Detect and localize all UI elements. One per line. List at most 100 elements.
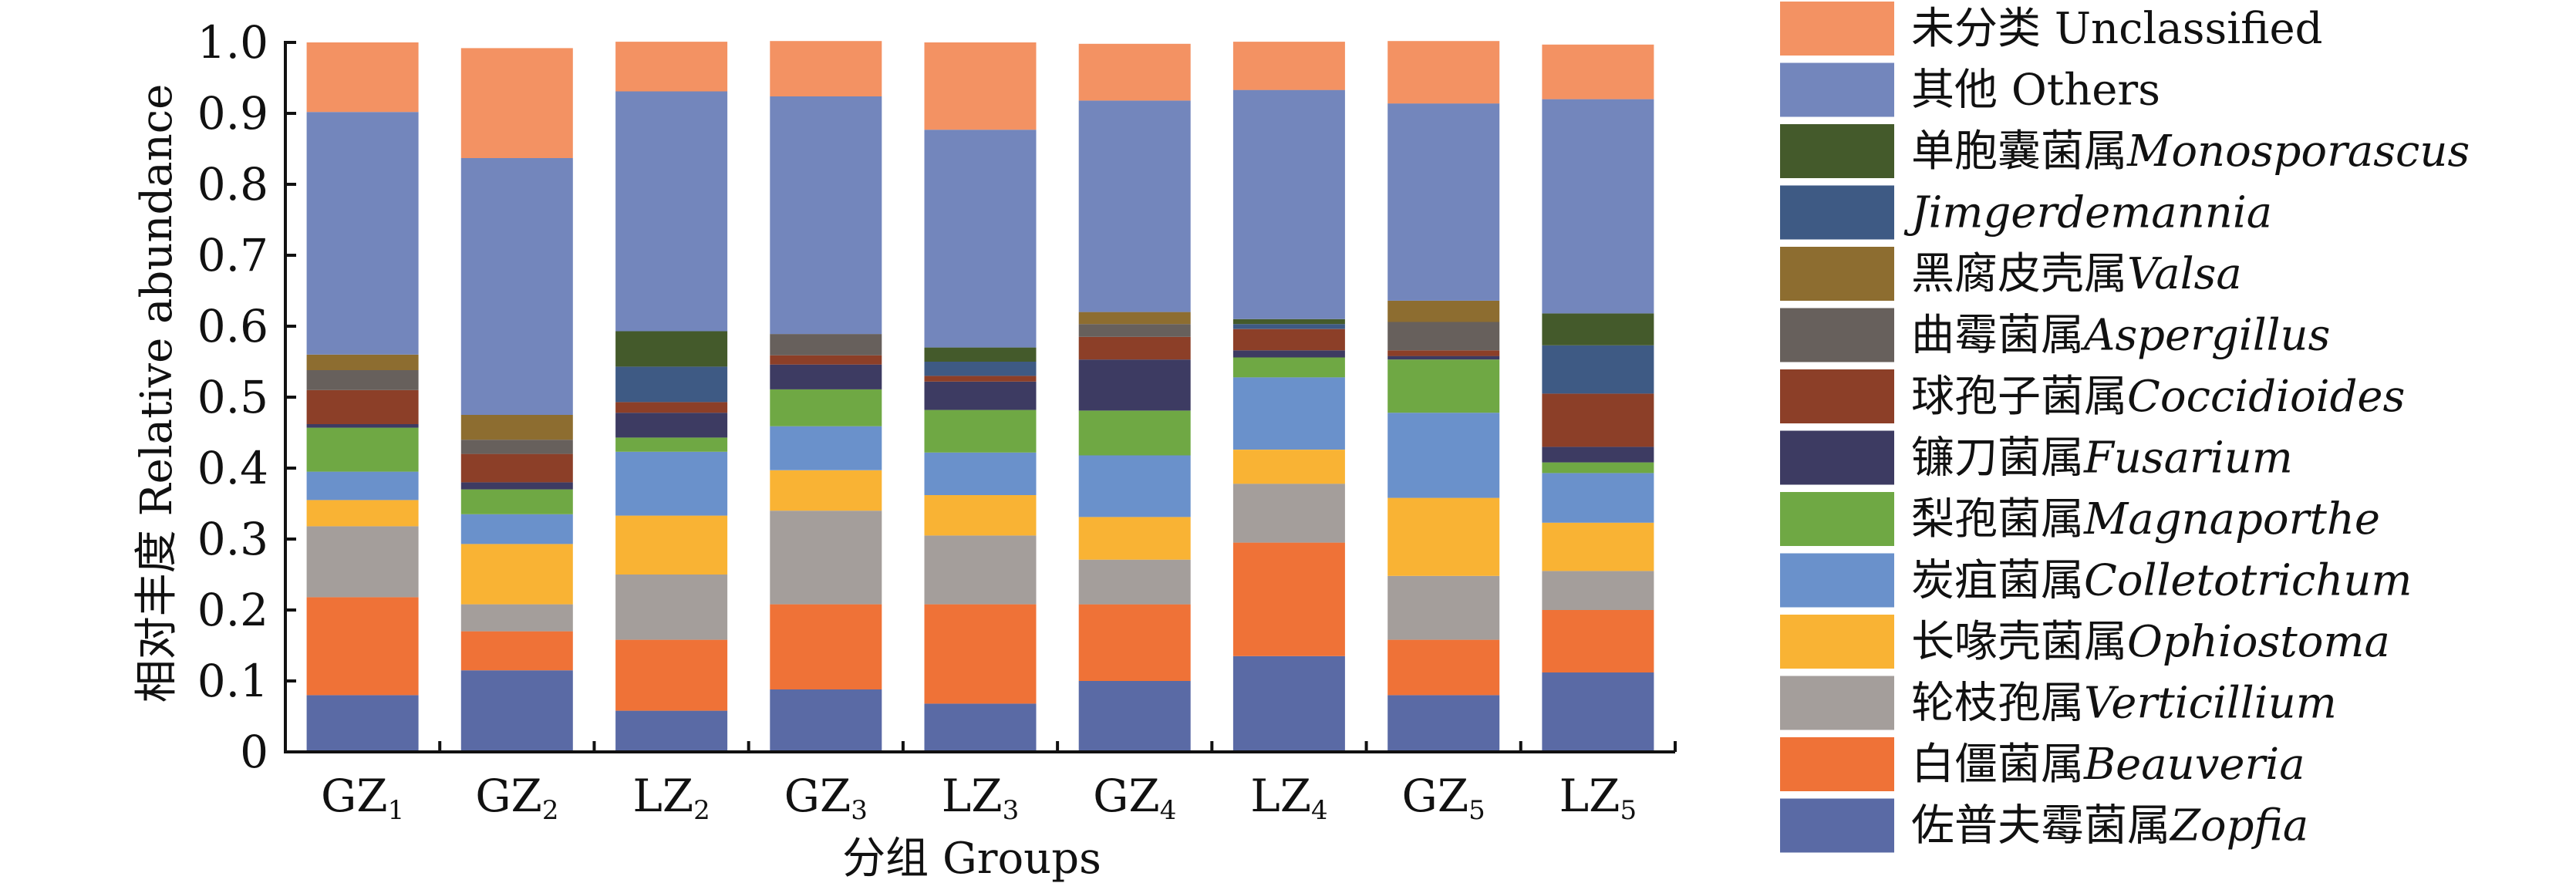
bar-segment-beauveria-8 (1542, 610, 1654, 672)
bar-segment-beauveria-3 (770, 604, 882, 689)
bar-segment-magnaporthe-4 (924, 409, 1037, 453)
legend-label-verticillium: 轮枝孢属Verticillium (1911, 679, 2337, 729)
bar-segment-others-7 (1387, 103, 1500, 301)
bar-segment-fusarium-1 (460, 482, 573, 490)
bar-segment-magnaporthe-6 (1232, 357, 1345, 378)
legend-swatch-coccidioides (1780, 369, 1894, 423)
bar-segment-jimgerdemannia-6 (1232, 324, 1345, 329)
bar-segment-valsa-5 (1078, 312, 1191, 325)
bar-segment-aspergillus-0 (306, 370, 419, 390)
bar-segment-colletotrichum-2 (615, 451, 728, 516)
legend-label-monosporascus: 单胞囊菌属Monosporascus (1911, 126, 2470, 177)
bar-segment-beauveria-7 (1387, 639, 1500, 696)
bar-segment-zopfia-6 (1232, 656, 1345, 752)
bar-segment-unclassified-2 (615, 42, 728, 92)
bar-segment-zopfia-8 (1542, 672, 1654, 752)
x-tick-label-gz1: GZ1 (321, 770, 404, 826)
bar-segment-verticillium-1 (460, 604, 573, 632)
bar-segment-verticillium-0 (306, 526, 419, 598)
bar-segment-monosporascus-6 (1232, 318, 1345, 325)
bar-segment-ophiostoma-4 (924, 495, 1037, 536)
bar-segment-others-5 (1078, 100, 1191, 312)
bar-segment-magnaporthe-0 (306, 427, 419, 472)
y-tick-label: 0.2 (197, 584, 268, 636)
y-tick-label: 0.6 (197, 300, 268, 352)
bar-segment-zopfia-7 (1387, 695, 1500, 752)
bar-segment-fusarium-5 (1078, 359, 1191, 411)
y-tick-label: 0.8 (197, 158, 268, 211)
x-tick-label-gz2: GZ2 (475, 770, 558, 826)
bar-segment-verticillium-6 (1232, 484, 1345, 543)
legend-label-colletotrichum: 炭疽菌属Colletotrichum (1911, 556, 2412, 606)
bar-segment-others-6 (1232, 89, 1345, 319)
bar-segment-valsa-1 (460, 415, 573, 440)
legend-swatch-ophiostoma (1780, 615, 1894, 669)
x-tick-label-lz4: LZ4 (1250, 770, 1327, 826)
y-tick-label: 0.3 (197, 513, 268, 565)
bar-segment-unclassified-7 (1387, 41, 1500, 104)
legend-swatch-monosporascus (1780, 124, 1894, 178)
bar-segment-others-2 (615, 91, 728, 332)
legend-swatch-others (1780, 62, 1894, 117)
bar-segment-others-3 (770, 96, 882, 335)
bar-segment-aspergillus-3 (770, 334, 882, 356)
bar-segment-monosporascus-8 (1542, 313, 1654, 345)
bar-segment-aspergillus-1 (460, 440, 573, 454)
bar-segment-coccidioides-0 (306, 389, 419, 424)
legend-label-aspergillus: 曲霉菌属Aspergillus (1911, 311, 2330, 361)
bar-segment-valsa-7 (1387, 300, 1500, 322)
bar-segment-coccidioides-7 (1387, 350, 1500, 356)
bar-segment-verticillium-4 (924, 535, 1037, 605)
legend-label-unclassified: 未分类 Unclassified (1911, 4, 2322, 54)
bar-segment-magnaporthe-1 (460, 489, 573, 514)
bar-segment-fusarium-4 (924, 381, 1037, 410)
bar-segment-coccidioides-5 (1078, 336, 1191, 360)
bar-segment-aspergillus-5 (1078, 324, 1191, 337)
bar-segment-beauveria-5 (1078, 604, 1191, 681)
bar-segment-zopfia-5 (1078, 681, 1191, 752)
bar-segment-ophiostoma-7 (1387, 497, 1500, 576)
bar-segment-magnaporthe-7 (1387, 359, 1500, 413)
legend-label-coccidioides: 球孢子菌属Coccidioides (1911, 372, 2405, 422)
legend-swatch-verticillium (1780, 676, 1894, 730)
legend-swatch-aspergillus (1780, 308, 1894, 362)
bar-segment-magnaporthe-3 (770, 389, 882, 426)
bar-segment-verticillium-5 (1078, 559, 1191, 605)
bar-segment-others-0 (306, 112, 419, 355)
bar-segment-colletotrichum-7 (1387, 413, 1500, 498)
bar-segment-monosporascus-4 (924, 347, 1037, 362)
legend-label-others: 其他 Others (1911, 66, 2160, 116)
bar-segment-ophiostoma-8 (1542, 522, 1654, 571)
y-tick-label: 0.1 (197, 655, 268, 707)
legend-swatch-fusarium (1780, 430, 1894, 485)
bar-segment-fusarium-8 (1542, 447, 1654, 463)
bar-segment-fusarium-3 (770, 364, 882, 389)
x-tick-label-gz5: GZ5 (1402, 770, 1485, 826)
bar-segment-coccidioides-3 (770, 355, 882, 365)
bar-segment-unclassified-3 (770, 41, 882, 97)
bar-segment-colletotrichum-3 (770, 426, 882, 470)
bar-segment-colletotrichum-5 (1078, 455, 1191, 517)
bar-segment-fusarium-2 (615, 413, 728, 438)
y-tick-label: 0.4 (197, 442, 268, 494)
legend-swatch-zopfia (1780, 798, 1894, 853)
y-tick-label: 1.0 (197, 16, 268, 69)
bar-segment-magnaporthe-8 (1542, 462, 1654, 474)
bar-segment-coccidioides-2 (615, 402, 728, 413)
legend-label-zopfia: 佐普夫霉菌属Zopfia (1911, 801, 2308, 851)
bar-segment-ophiostoma-3 (770, 470, 882, 511)
bar-segment-colletotrichum-0 (306, 471, 419, 500)
bar-segment-fusarium-7 (1387, 356, 1500, 360)
bar-segment-zopfia-4 (924, 703, 1037, 752)
bar-segment-ophiostoma-6 (1232, 450, 1345, 484)
bar-segment-beauveria-0 (306, 597, 419, 696)
legend-label-fusarium: 镰刀菌属Fusarium (1911, 433, 2293, 484)
bar-segment-jimgerdemannia-2 (615, 366, 728, 403)
x-tick-label-lz2: LZ2 (632, 770, 710, 826)
legend-label-jimgerdemannia: Jimgerdemannia (1903, 188, 2272, 238)
bar-segment-beauveria-1 (460, 631, 573, 671)
y-tick-label: 0.9 (197, 87, 268, 140)
x-tick-label-gz4: GZ4 (1093, 770, 1176, 826)
bar-segment-coccidioides-6 (1232, 329, 1345, 351)
